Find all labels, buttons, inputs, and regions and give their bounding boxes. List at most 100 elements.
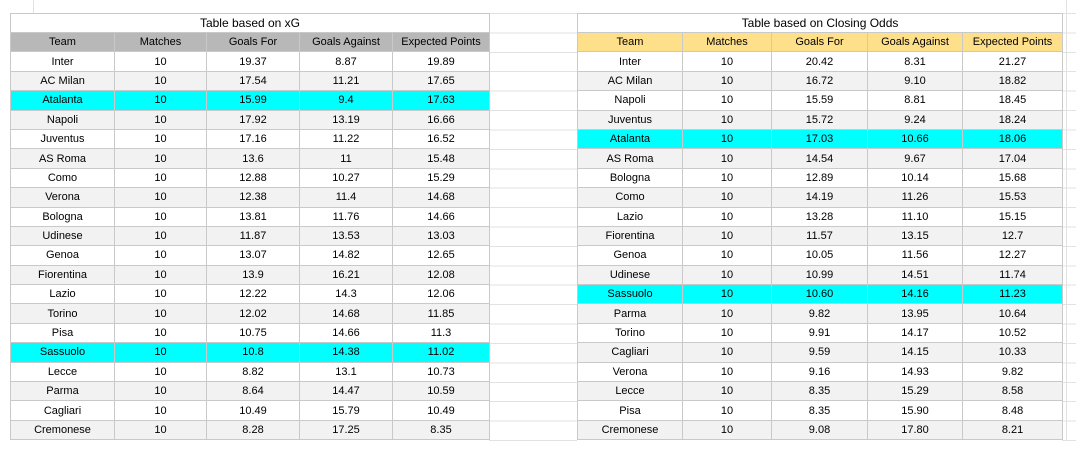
- matches-cell[interactable]: 10: [682, 245, 772, 266]
- team-cell[interactable]: Lecce: [10, 361, 115, 383]
- goals-for-cell[interactable]: 13.6: [206, 148, 300, 169]
- goals-against-cell[interactable]: 9.4: [299, 90, 393, 111]
- goals-against-cell[interactable]: 14.68: [299, 303, 393, 324]
- goals-against-cell[interactable]: 14.66: [299, 322, 393, 344]
- team-cell[interactable]: Como: [10, 167, 115, 189]
- expected-points-cell[interactable]: 10.59: [392, 381, 490, 402]
- expected-points-cell[interactable]: 9.82: [961, 361, 1064, 383]
- team-cell[interactable]: Juventus: [577, 109, 683, 130]
- goals-against-cell[interactable]: 15.79: [299, 400, 393, 421]
- matches-cell[interactable]: 10: [682, 167, 772, 189]
- goals-for-cell[interactable]: 17.16: [206, 128, 300, 150]
- odds-column-header-goals-against[interactable]: Goals Against: [867, 31, 963, 53]
- goals-for-cell[interactable]: 14.19: [771, 187, 868, 208]
- matches-cell[interactable]: 10: [682, 70, 772, 92]
- matches-cell[interactable]: 10: [114, 245, 207, 266]
- goals-against-cell[interactable]: 14.47: [299, 381, 393, 402]
- expected-points-cell[interactable]: 16.66: [392, 109, 490, 130]
- goals-against-cell[interactable]: 11: [299, 148, 393, 169]
- matches-cell[interactable]: 10: [114, 361, 207, 383]
- goals-against-cell[interactable]: 11.22: [299, 128, 393, 150]
- expected-points-cell[interactable]: 15.53: [961, 187, 1064, 208]
- goals-for-cell[interactable]: 12.22: [206, 284, 300, 305]
- matches-cell[interactable]: 10: [114, 400, 207, 421]
- goals-against-cell[interactable]: 11.21: [299, 70, 393, 92]
- matches-cell[interactable]: 10: [114, 167, 207, 189]
- goals-against-cell[interactable]: 10.14: [867, 167, 963, 189]
- goals-against-cell[interactable]: 10.27: [299, 167, 393, 189]
- goals-for-cell[interactable]: 8.64: [206, 381, 300, 402]
- odds-column-header-team[interactable]: Team: [577, 31, 683, 53]
- goals-against-cell[interactable]: 11.56: [867, 245, 963, 266]
- team-cell[interactable]: Cagliari: [10, 400, 115, 421]
- goals-against-cell[interactable]: 13.95: [867, 303, 963, 324]
- expected-points-cell[interactable]: 11.23: [961, 284, 1064, 305]
- xg-column-header-matches[interactable]: Matches: [114, 31, 207, 53]
- team-cell[interactable]: Sassuolo: [10, 342, 115, 363]
- matches-cell[interactable]: 10: [114, 51, 207, 72]
- team-cell[interactable]: AS Roma: [577, 148, 683, 169]
- expected-points-cell[interactable]: 11.3: [392, 322, 490, 344]
- goals-for-cell[interactable]: 14.54: [771, 148, 868, 169]
- team-cell[interactable]: Lazio: [10, 284, 115, 305]
- team-cell[interactable]: Cagliari: [577, 342, 683, 363]
- goals-against-cell[interactable]: 8.31: [867, 51, 963, 72]
- goals-against-cell[interactable]: 9.24: [867, 109, 963, 130]
- xg-table-title-cell[interactable]: Table based on xG: [10, 13, 490, 33]
- expected-points-cell[interactable]: 18.06: [961, 128, 1064, 150]
- expected-points-cell[interactable]: 19.89: [392, 51, 490, 72]
- goals-for-cell[interactable]: 8.35: [771, 381, 868, 402]
- expected-points-cell[interactable]: 8.35: [392, 419, 490, 441]
- expected-points-cell[interactable]: 14.66: [392, 206, 490, 227]
- goals-against-cell[interactable]: 14.82: [299, 245, 393, 266]
- goals-against-cell[interactable]: 11.76: [299, 206, 393, 227]
- closing-odds-table-title-cell[interactable]: Table based on Closing Odds: [576, 13, 1064, 33]
- matches-cell[interactable]: 10: [682, 264, 772, 286]
- team-cell[interactable]: Fiorentina: [577, 225, 683, 247]
- goals-for-cell[interactable]: 12.89: [771, 167, 868, 189]
- goals-for-cell[interactable]: 8.28: [206, 419, 300, 441]
- goals-for-cell[interactable]: 13.81: [206, 206, 300, 227]
- goals-for-cell[interactable]: 10.99: [771, 264, 868, 286]
- matches-cell[interactable]: 10: [114, 109, 207, 130]
- matches-cell[interactable]: 10: [114, 128, 207, 150]
- team-cell[interactable]: Napoli: [577, 90, 683, 111]
- team-cell[interactable]: Genoa: [10, 245, 115, 266]
- matches-cell[interactable]: 10: [682, 128, 772, 150]
- goals-for-cell[interactable]: 13.9: [206, 264, 300, 286]
- matches-cell[interactable]: 10: [114, 148, 207, 169]
- odds-column-header-expected-points[interactable]: Expected Points: [961, 31, 1064, 53]
- goals-against-cell[interactable]: 9.10: [867, 70, 963, 92]
- goals-against-cell[interactable]: 17.25: [299, 419, 393, 441]
- team-cell[interactable]: Bologna: [10, 206, 115, 227]
- goals-for-cell[interactable]: 9.59: [771, 342, 868, 363]
- expected-points-cell[interactable]: 18.45: [961, 90, 1064, 111]
- team-cell[interactable]: Bologna: [577, 167, 683, 189]
- goals-for-cell[interactable]: 10.60: [771, 284, 868, 305]
- expected-points-cell[interactable]: 8.48: [961, 400, 1064, 421]
- matches-cell[interactable]: 10: [682, 303, 772, 324]
- expected-points-cell[interactable]: 17.63: [392, 90, 490, 111]
- expected-points-cell[interactable]: 15.68: [961, 167, 1064, 189]
- matches-cell[interactable]: 10: [682, 187, 772, 208]
- goals-against-cell[interactable]: 13.53: [299, 225, 393, 247]
- expected-points-cell[interactable]: 12.08: [392, 264, 490, 286]
- matches-cell[interactable]: 10: [114, 284, 207, 305]
- team-cell[interactable]: Sassuolo: [577, 284, 683, 305]
- matches-cell[interactable]: 10: [114, 303, 207, 324]
- expected-points-cell[interactable]: 15.48: [392, 148, 490, 169]
- goals-for-cell[interactable]: 17.92: [206, 109, 300, 130]
- matches-cell[interactable]: 10: [682, 400, 772, 421]
- matches-cell[interactable]: 10: [682, 322, 772, 344]
- goals-for-cell[interactable]: 10.75: [206, 322, 300, 344]
- expected-points-cell[interactable]: 10.73: [392, 361, 490, 383]
- goals-against-cell[interactable]: 14.3: [299, 284, 393, 305]
- matches-cell[interactable]: 10: [682, 90, 772, 111]
- team-cell[interactable]: Juventus: [10, 128, 115, 150]
- matches-cell[interactable]: 10: [682, 284, 772, 305]
- goals-for-cell[interactable]: 9.16: [771, 361, 868, 383]
- matches-cell[interactable]: 10: [682, 109, 772, 130]
- team-cell[interactable]: Pisa: [10, 322, 115, 344]
- team-cell[interactable]: Napoli: [10, 109, 115, 130]
- expected-points-cell[interactable]: 18.24: [961, 109, 1064, 130]
